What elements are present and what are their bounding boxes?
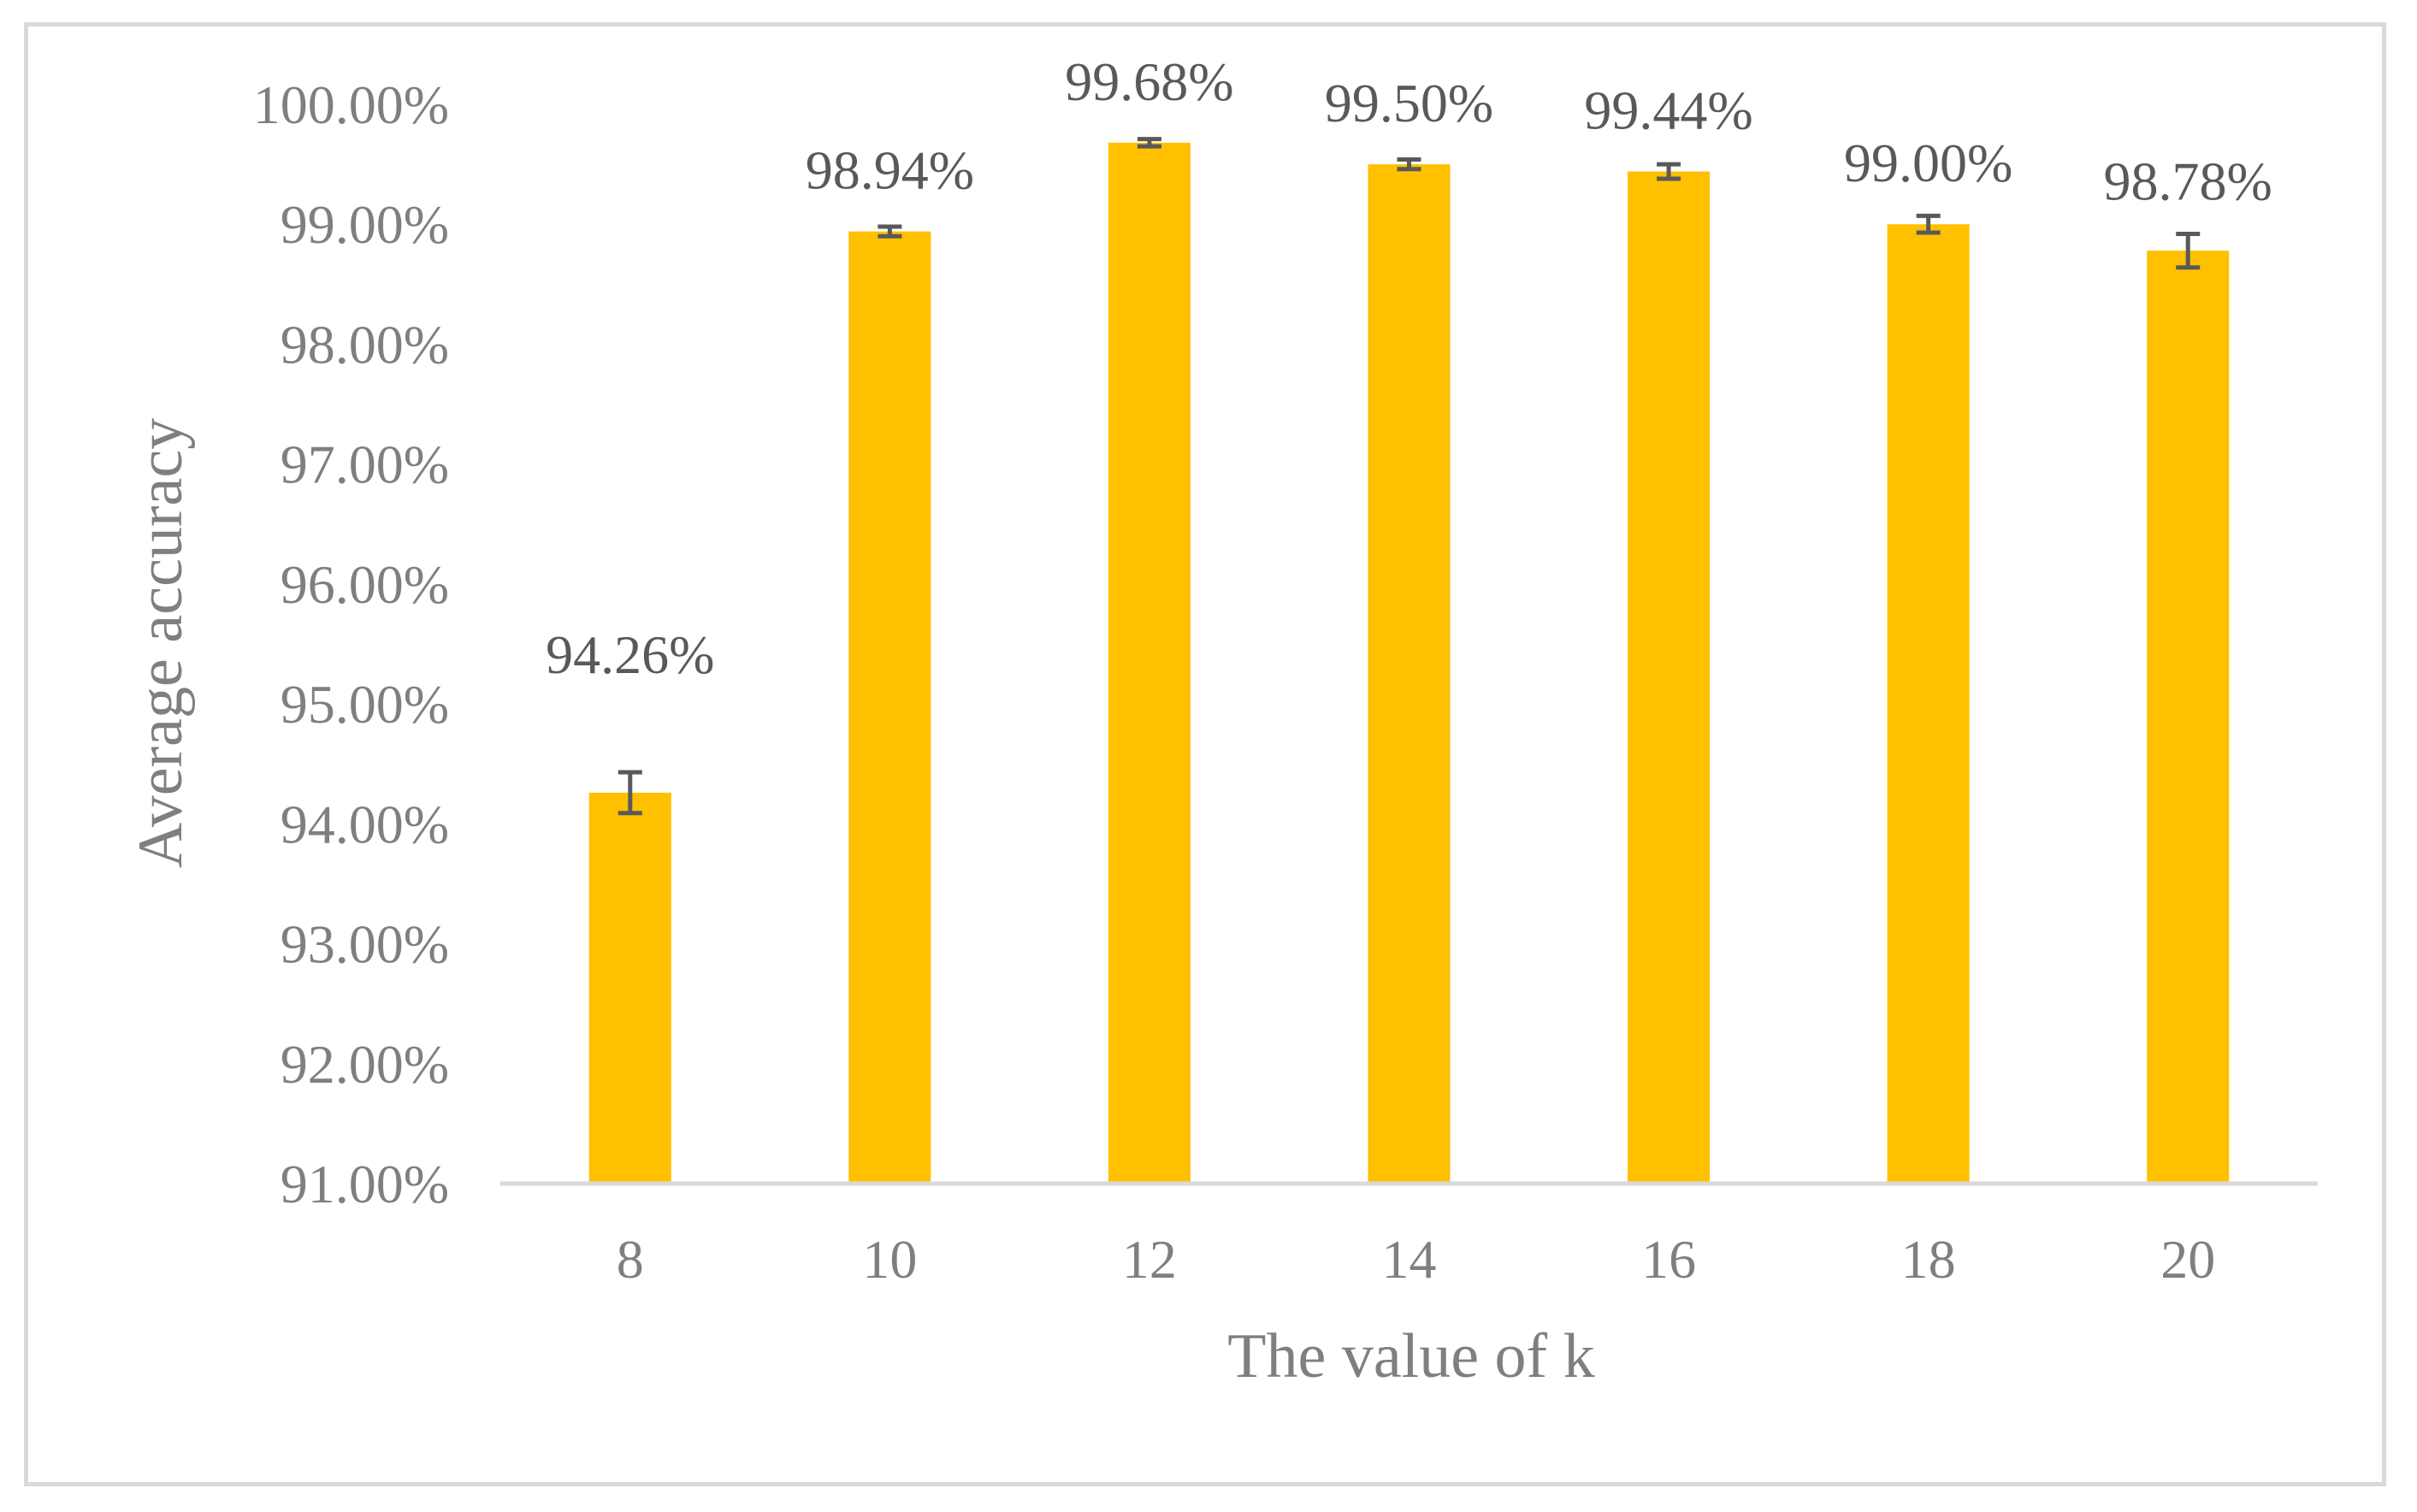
bar — [1368, 164, 1451, 1184]
x-tick-labels: 8 10 12 14 16 18 20 — [617, 1229, 2215, 1290]
y-tick-label: 94.00% — [281, 794, 449, 854]
chart-frame — [24, 22, 2386, 1486]
data-label: 99.50% — [1325, 73, 1493, 133]
bars — [588, 142, 2230, 1184]
data-label: 98.94% — [806, 140, 974, 201]
bar — [1628, 171, 1711, 1184]
bar — [1887, 224, 1970, 1184]
error-bar — [1137, 137, 1161, 149]
y-tick-label: 92.00% — [281, 1034, 449, 1095]
bar — [2147, 251, 2230, 1184]
data-label: 94.26% — [546, 624, 714, 685]
data-label: 99.44% — [1584, 80, 1752, 141]
y-tick-label: 96.00% — [281, 554, 449, 615]
data-labels: 94.26% 98.94% 99.68% 99.50% 99.44% 99.00% 98.7… — [546, 51, 2272, 685]
x-tick-label: 8 — [617, 1229, 644, 1290]
x-axis-title: The value of k — [1227, 1321, 1594, 1391]
y-tick-labels: 91.00% 92.00% 93.00% 94.00% 95.00% 96.00% 97.0… — [253, 74, 449, 1214]
x-tick-label: 20 — [2160, 1229, 2215, 1290]
error-bar — [878, 224, 902, 239]
y-tick-label: 99.00% — [281, 194, 449, 255]
error-bars — [618, 137, 2201, 816]
bar — [1108, 142, 1191, 1184]
data-label: 98.78% — [2104, 151, 2272, 211]
bar — [848, 231, 931, 1184]
error-bar — [1657, 162, 1681, 181]
bar — [588, 792, 671, 1184]
x-tick-label: 16 — [1641, 1229, 1696, 1290]
x-tick-label: 18 — [1901, 1229, 1956, 1290]
y-tick-label: 95.00% — [281, 674, 449, 735]
error-bar — [1397, 157, 1421, 172]
x-tick-label: 12 — [1122, 1229, 1177, 1290]
error-bar — [618, 770, 642, 816]
error-bar — [1916, 213, 1941, 235]
error-bar — [2176, 231, 2201, 270]
y-tick-label: 98.00% — [281, 314, 449, 375]
y-tick-label: 97.00% — [281, 434, 449, 495]
x-tick-label: 10 — [862, 1229, 917, 1290]
y-tick-label: 91.00% — [281, 1154, 449, 1214]
data-label: 99.68% — [1065, 51, 1233, 112]
data-label: 99.00% — [1844, 133, 2012, 193]
y-tick-label: 100.00% — [253, 74, 449, 135]
y-tick-label: 93.00% — [281, 914, 449, 975]
x-tick-label: 14 — [1382, 1229, 1437, 1290]
y-axis-title: Average accuracy — [126, 418, 196, 869]
